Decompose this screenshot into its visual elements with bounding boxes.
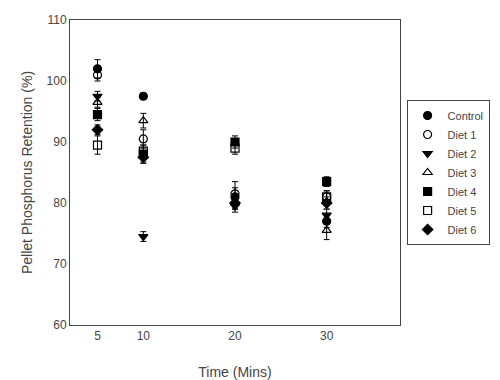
svg-text:10: 10 bbox=[137, 329, 151, 343]
svg-text:100: 100 bbox=[47, 74, 67, 88]
svg-text:30: 30 bbox=[320, 329, 334, 343]
svg-text:Diet 2: Diet 2 bbox=[448, 148, 477, 160]
svg-text:Pellet Phosphorus Retention (%: Pellet Phosphorus Retention (%) bbox=[19, 71, 35, 274]
svg-text:70: 70 bbox=[53, 257, 67, 271]
svg-text:80: 80 bbox=[53, 196, 67, 210]
svg-text:110: 110 bbox=[47, 13, 66, 27]
svg-text:Diet 5: Diet 5 bbox=[448, 205, 477, 217]
svg-text:20: 20 bbox=[228, 329, 242, 343]
svg-text:5: 5 bbox=[94, 329, 101, 343]
svg-text:90: 90 bbox=[53, 135, 67, 149]
svg-text:Time (Mins): Time (Mins) bbox=[198, 364, 271, 380]
svg-text:Control: Control bbox=[448, 110, 483, 122]
svg-text:Diet 6: Diet 6 bbox=[448, 224, 477, 236]
svg-text:Diet 4: Diet 4 bbox=[448, 186, 477, 198]
svg-text:Diet 3: Diet 3 bbox=[448, 167, 477, 179]
svg-text:60: 60 bbox=[53, 318, 67, 332]
svg-text:Diet 1: Diet 1 bbox=[448, 129, 477, 141]
